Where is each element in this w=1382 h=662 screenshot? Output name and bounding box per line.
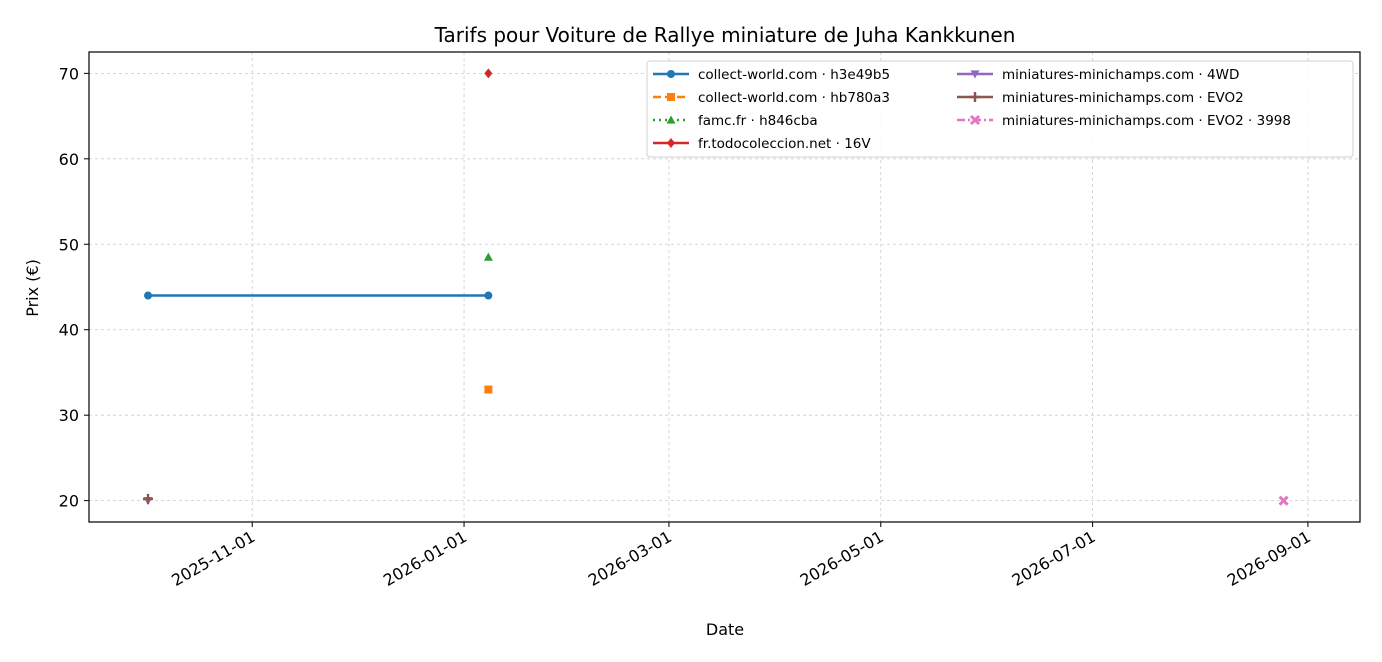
legend-label: famc.fr · h846cba xyxy=(698,113,818,129)
legend: collect-world.com · h3e49b5 collect-world… xyxy=(646,60,1354,158)
data-point xyxy=(1278,495,1289,506)
legend-marker xyxy=(667,138,675,148)
legend-label: collect-world.com · h3e49b5 xyxy=(698,67,890,83)
legend-box xyxy=(646,60,1354,158)
y-tick-label: 20 xyxy=(59,492,79,511)
x-tick-label: 2026-03-01 xyxy=(585,527,675,590)
x-axis-label: Date xyxy=(706,620,744,639)
data-point xyxy=(484,68,493,79)
y-tick-label: 30 xyxy=(59,406,79,425)
series-5 xyxy=(143,493,154,504)
data-point xyxy=(143,493,154,504)
legend-label: fr.todocoleccion.net · 16V xyxy=(698,136,871,152)
legend-item: famc.fr · h846cba xyxy=(653,113,818,129)
legend-marker xyxy=(667,93,675,101)
legend-marker xyxy=(969,114,981,126)
x-tick-label: 2025-11-01 xyxy=(168,527,258,590)
legend-label: miniatures-minichamps.com · EVO2 · 3998 xyxy=(1002,113,1291,129)
x-tick-label: 2026-07-01 xyxy=(1009,527,1099,590)
y-axis-label: Prix (€) xyxy=(23,259,42,317)
series-layer xyxy=(143,68,1289,506)
x-tick-label: 2026-01-01 xyxy=(380,527,470,590)
legend-item: collect-world.com · hb780a3 xyxy=(653,90,890,106)
series-6 xyxy=(1278,495,1289,506)
data-point xyxy=(484,385,493,394)
y-tick-label: 40 xyxy=(59,321,79,340)
data-point xyxy=(483,252,493,261)
y-tick-label: 50 xyxy=(59,235,79,254)
chart-title: Tarifs pour Voiture de Rallye miniature … xyxy=(434,23,1016,47)
data-point xyxy=(484,291,493,300)
legend-item: miniatures-minichamps.com · EVO2 · 3998 xyxy=(957,113,1291,129)
series-0 xyxy=(144,291,493,300)
series-1 xyxy=(484,385,493,394)
y-tick-label: 60 xyxy=(59,150,79,169)
legend-item: miniatures-minichamps.com · 4WD xyxy=(957,67,1239,83)
legend-item: fr.todocoleccion.net · 16V xyxy=(653,136,871,152)
legend-item: miniatures-minichamps.com · EVO2 xyxy=(957,90,1244,106)
legend-marker xyxy=(970,92,980,102)
legend-marker xyxy=(970,70,980,79)
legend-item: collect-world.com · h3e49b5 xyxy=(653,67,890,83)
plot-frame xyxy=(88,51,1361,523)
x-tick-label: 2026-09-01 xyxy=(1224,527,1314,590)
legend-marker xyxy=(667,70,675,78)
legend-label: miniatures-minichamps.com · EVO2 xyxy=(1002,90,1244,106)
series-2 xyxy=(483,252,493,261)
x-tick-label: 2026-05-01 xyxy=(797,527,887,590)
y-tick-label: 70 xyxy=(59,64,79,83)
data-point xyxy=(144,291,153,300)
legend-label: miniatures-minichamps.com · 4WD xyxy=(1002,67,1239,83)
legend-label: collect-world.com · hb780a3 xyxy=(698,90,890,106)
legend-marker xyxy=(666,115,676,124)
series-3 xyxy=(484,68,493,79)
